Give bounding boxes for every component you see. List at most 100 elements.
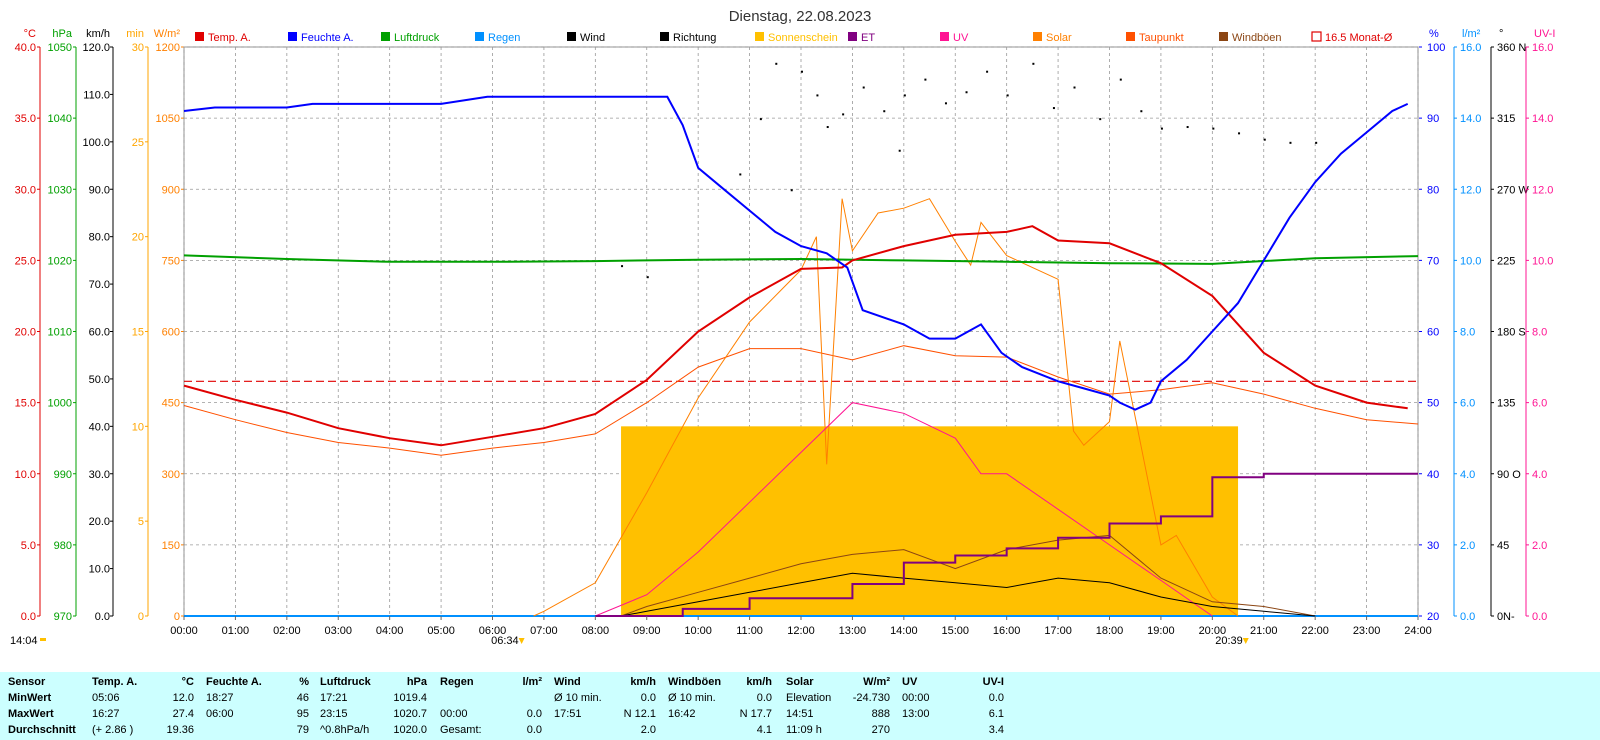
axis-tick-label-right: 8.0 [1460, 327, 1475, 339]
axis-tick-label-left: 450 [162, 398, 180, 410]
time-label: 16:00 [993, 625, 1021, 637]
table-header-cell: km/h [630, 676, 656, 688]
direction-dot [739, 173, 742, 176]
time-label: 11:00 [736, 625, 763, 637]
stats-table: Sensor Temp. A. °C Feuchte A.% Luftdruck hPa R… [0, 672, 1600, 740]
axis-tick-label-right: 80 [1427, 184, 1439, 196]
axis-unit-right: l/m² [1462, 28, 1481, 40]
axis-tick-label-right: 180 S [1497, 327, 1526, 339]
axis-tick-label-left: 40.0 [15, 42, 36, 54]
direction-dot [759, 118, 762, 121]
axis-tick-label-right: 225 [1497, 255, 1515, 267]
legend-swatch [1219, 32, 1228, 41]
legend-label: Feuchte A. [301, 32, 354, 44]
axis-tick-label-left: 1200 [156, 42, 180, 54]
axis-tick-label-left: 90.0 [89, 184, 110, 196]
axis-tick-label-left: 1000 [48, 398, 72, 410]
time-label: 06:00 [479, 625, 507, 637]
table-cell: 17:51 [554, 708, 582, 720]
sunset-label: 20:39 [1215, 635, 1243, 647]
time-label: 05:00 [427, 625, 455, 637]
table-cell: 05:06 [92, 692, 120, 704]
axis-tick-label-right: 70 [1427, 255, 1439, 267]
time-label: 02:00 [273, 625, 301, 637]
axis-tick-label-right: 8.0 [1532, 327, 1547, 339]
table-header-cell: l/m² [522, 676, 542, 688]
table-cell: Ø 10 min. [668, 692, 716, 704]
direction-dot [1052, 107, 1055, 110]
dewpoint-line [183, 345, 1419, 456]
axis-tick-label-left: 30.0 [15, 184, 36, 196]
legend-label: Luftdruck [394, 32, 440, 44]
axis-tick-label-left: 15.0 [15, 398, 36, 410]
direction-dot [1263, 138, 1266, 141]
table-cell: 3.4 [988, 724, 1004, 736]
direction-dot [944, 102, 947, 105]
direction-dot [1032, 62, 1035, 65]
direction-dot [801, 70, 803, 73]
direction-dot [1238, 132, 1241, 135]
time-label: 20:00 [1199, 625, 1227, 637]
table-cell: Durchschnitt [8, 724, 76, 736]
direction-dot [862, 86, 865, 89]
table-cell: MaxWert [8, 708, 54, 720]
axis-tick-label-right: 10.0 [1532, 255, 1553, 267]
time-label: 13:00 [839, 625, 867, 637]
legend-swatch [475, 32, 484, 41]
legend-label: ET [861, 32, 875, 44]
legend-label: Taupunkt [1139, 32, 1184, 44]
time-label: 24:00 [1404, 625, 1432, 637]
axis-tick-label-left: 25.0 [15, 255, 36, 267]
table-cell: 1020.7 [393, 708, 427, 720]
axis-unit-right: % [1429, 28, 1439, 40]
time-label: 09:00 [633, 625, 661, 637]
axis-tick-label-right: 0.0 [1460, 611, 1475, 623]
axis-tick-label-left: 1050 [48, 42, 72, 54]
axis-unit-left: min [126, 28, 144, 40]
table-cell: 00:00 [440, 708, 468, 720]
sunshine-bars [621, 426, 1239, 616]
direction-dot [986, 70, 989, 73]
table-cell: 16:42 [668, 708, 696, 720]
axis-tick-label-left: 20 [132, 232, 144, 244]
table-cell: 0.0 [526, 724, 542, 736]
direction-dot [1186, 126, 1189, 129]
axis-tick-label-left: 990 [54, 469, 72, 481]
legend-label: Sonnenschein [768, 32, 838, 44]
direction-dot [903, 94, 906, 97]
axis-tick-label-left: 300 [162, 469, 180, 481]
axis-tick-label-left: 70.0 [89, 279, 110, 291]
table-cell: 12.0 [172, 692, 194, 704]
direction-dot [1119, 78, 1122, 81]
table-header-cell: Sensor [8, 676, 46, 688]
axis-tick-label-left: 10 [132, 421, 144, 433]
table-header-cell: W/m² [863, 676, 890, 688]
sunset-icon [1242, 638, 1249, 644]
table-cell: 1019.4 [393, 692, 427, 704]
table-cell: 46 [296, 692, 309, 704]
right-axes: % 20 30 40 50 60 70 80 90 100 l/m² 0.0 2.0 4.0 6.0 8.0 1… [1419, 28, 1555, 623]
axis-tick-label-left: 1040 [48, 113, 72, 125]
sun-markers: 06:34 20:39 14:04 [10, 635, 1249, 647]
legend-swatch [195, 32, 204, 41]
table-cell: 16:27 [92, 708, 120, 720]
axis-tick-label-right: 12.0 [1460, 184, 1481, 196]
table-cell: (+ 2.86 ) [92, 724, 134, 736]
axis-tick-label-left: 110.0 [83, 89, 110, 101]
axis-tick-label-right: 90 [1427, 113, 1439, 125]
axis-tick-label-left: 20.0 [15, 327, 36, 339]
time-label: 04:00 [376, 625, 404, 637]
table-cell: 6.1 [988, 708, 1004, 720]
axis-tick-label-left: 10.0 [15, 469, 36, 481]
axis-tick-label-left: 30 [132, 42, 144, 54]
plot-series [183, 62, 1419, 617]
axis-tick-label-right: 100 [1427, 42, 1445, 54]
axis-tick-label-right: 2.0 [1460, 540, 1475, 552]
legend-swatch [1311, 31, 1322, 42]
axis-tick-label-left: 980 [54, 540, 72, 552]
time-label: 18:00 [1096, 625, 1124, 637]
axis-tick-label-right: 270 W [1497, 184, 1529, 196]
legend-swatch [755, 32, 764, 41]
legend-swatch [1033, 32, 1042, 41]
table-cell: Elevation [786, 692, 832, 704]
